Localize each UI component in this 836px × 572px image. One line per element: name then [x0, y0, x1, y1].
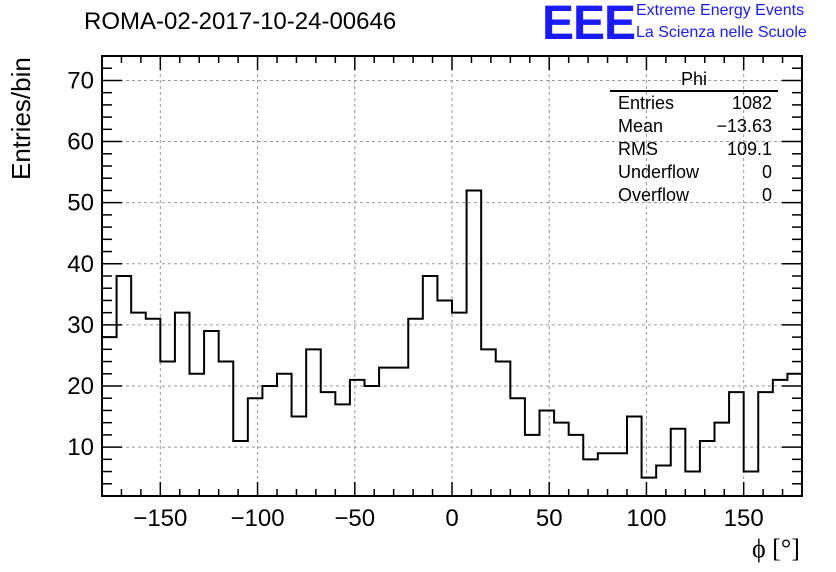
histogram-bin [365, 386, 380, 496]
stats-value: 0 [761, 162, 772, 182]
stats-row-mean: Mean −13.63 [610, 115, 778, 138]
histogram-bin [408, 319, 423, 496]
histogram-bin [350, 380, 365, 496]
histogram-bin [656, 465, 671, 496]
stats-value: 109.1 [726, 139, 772, 159]
histogram-bin [146, 319, 161, 496]
histogram-bin [423, 276, 438, 496]
histogram-bin [554, 423, 569, 496]
stats-label: Mean [618, 116, 664, 136]
x-tick-label: 50 [536, 505, 563, 532]
histogram-bin [306, 349, 321, 496]
stats-value: 0 [761, 185, 772, 205]
histogram-bin [262, 386, 277, 496]
y-axis-label: Entries/bin [6, 57, 36, 180]
histogram-bin [379, 368, 394, 496]
histogram-bin [627, 417, 642, 496]
histogram-bin [642, 478, 657, 496]
y-tick-label: 30 [67, 312, 94, 339]
stats-value: −13.63 [716, 116, 772, 136]
stats-row-rms: RMS 109.1 [610, 138, 778, 161]
histogram-bin [204, 331, 219, 496]
histogram-bin [277, 374, 292, 496]
histogram-bin [758, 392, 773, 496]
y-tick-label: 40 [67, 251, 94, 278]
y-tick-label: 60 [67, 129, 94, 156]
histogram-bin [131, 313, 146, 496]
axis-ticks [101, 55, 803, 497]
histogram-bin [510, 398, 525, 496]
histogram-bin [321, 392, 336, 496]
histogram-bin [190, 374, 205, 496]
histogram-bin [525, 435, 540, 496]
histogram-bin [685, 472, 700, 496]
stats-label: Underflow [618, 162, 700, 182]
x-tick-label: −50 [334, 505, 375, 532]
histogram-bin [175, 313, 190, 496]
histogram-bin [233, 441, 248, 496]
y-tick-label: 20 [67, 373, 94, 400]
eee-logo: EEE [542, 0, 636, 50]
x-tick-label: −150 [133, 505, 187, 532]
x-axis-label: ϕ [°] [752, 534, 800, 563]
histogram-bin [160, 362, 175, 496]
stats-box: Phi Entries 1082 Mean −13.63 RMS 109.1 U… [610, 68, 778, 207]
histogram-bin [496, 362, 511, 496]
stats-row-overflow: Overflow 0 [610, 184, 778, 207]
histogram-bin [583, 459, 598, 496]
histogram-bin [598, 453, 613, 496]
histogram-bin [467, 190, 482, 496]
run-title: ROMA-02-2017-10-24-00646 [84, 8, 397, 35]
logo-subtitle-1: Extreme Energy Events [636, 2, 805, 19]
x-tick-label: 0 [445, 505, 458, 532]
histogram-bin [394, 368, 409, 496]
histogram-bin [481, 349, 496, 496]
stats-label: RMS [618, 139, 658, 159]
x-tick-label: 100 [626, 505, 666, 532]
histogram-bin [715, 423, 730, 496]
histogram-bin [612, 453, 627, 496]
stats-value: 1082 [731, 93, 772, 113]
y-tick-label: 50 [67, 190, 94, 217]
histogram-bin [569, 435, 584, 496]
histogram-bin [248, 398, 263, 496]
stats-label: Entries [618, 93, 675, 113]
histogram-bin [292, 417, 307, 496]
x-tick-label: −100 [231, 505, 285, 532]
histogram-bin [773, 380, 788, 496]
histogram-bin [700, 441, 715, 496]
stats-title: Phi [610, 68, 778, 92]
histogram-bin [437, 300, 452, 496]
stats-label: Overflow [618, 185, 690, 205]
logo-subtitle-2: La Scienza nelle Scuole [636, 24, 807, 41]
histogram-series-line [102, 189, 803, 479]
histogram-bin [729, 392, 744, 496]
stats-row-underflow: Underflow 0 [610, 161, 778, 184]
y-tick-label: 10 [67, 434, 94, 461]
histogram-bin [452, 313, 467, 496]
tick-labels: −150 −100 −50 0 50 100 150 10 20 30 40 50 60 70 [67, 67, 763, 532]
histogram-bin [671, 429, 686, 496]
histogram-bin [540, 410, 555, 496]
x-tick-label: 150 [724, 505, 764, 532]
stats-row-entries: Entries 1082 [610, 92, 778, 115]
y-tick-label: 70 [67, 67, 94, 94]
histogram-bin [335, 404, 350, 496]
histogram-bin [744, 472, 759, 496]
histogram-bin [219, 362, 234, 496]
